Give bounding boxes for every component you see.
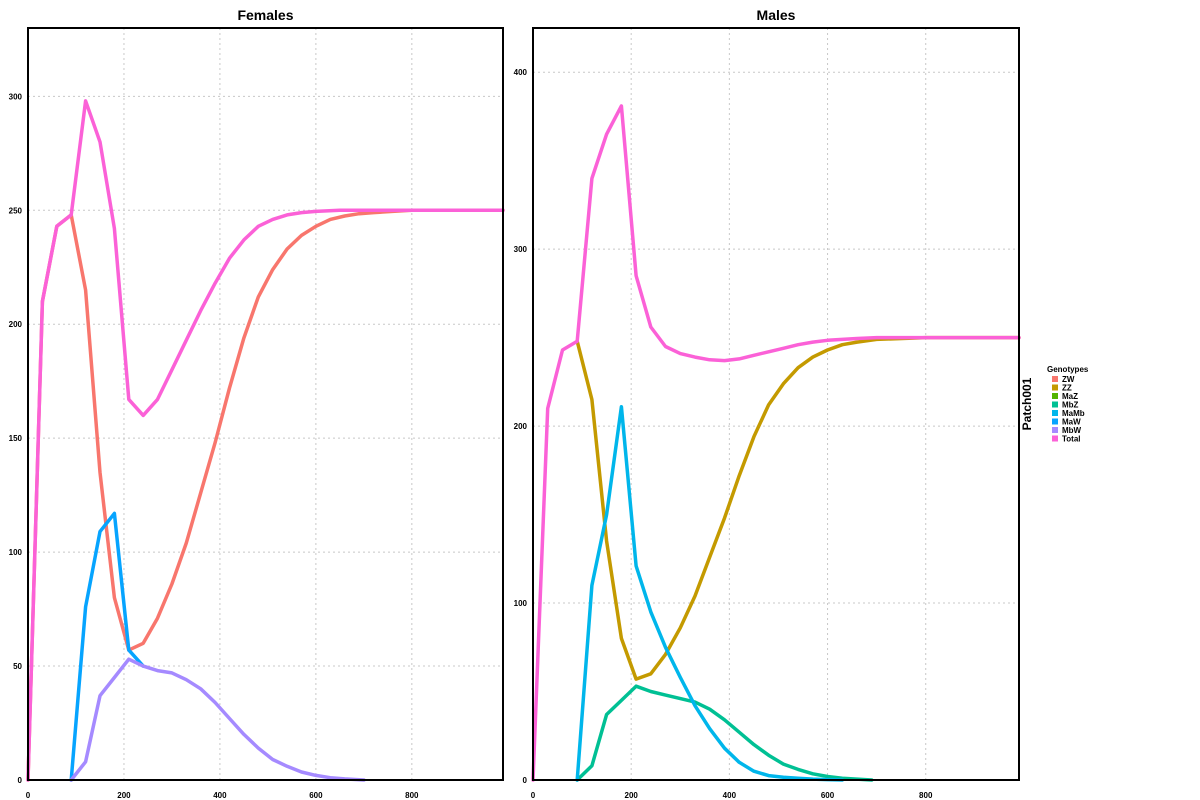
tick-labels-females: 0 200 400 600 800 0 50 100 150 200 250 300: [9, 92, 419, 800]
series-line-females-mbw: [69, 657, 366, 782]
strip-label: Patch001: [1020, 377, 1034, 430]
legend-swatch-maz: [1052, 393, 1058, 399]
x-tick-label-males: 0: [531, 791, 536, 800]
legend-label-total: Total: [1062, 435, 1081, 444]
plot-frame-males: [532, 27, 1020, 781]
y-tick-label-females: 50: [13, 662, 22, 671]
legend-swatch-total: [1052, 435, 1058, 442]
legend-label-mbz: MbZ: [1062, 401, 1079, 410]
y-tick-label-females: 0: [18, 776, 23, 785]
x-tick-label-males: 600: [821, 791, 835, 800]
y-tick-label-males: 0: [523, 776, 528, 785]
series-group-males: [531, 104, 1021, 782]
x-tick-label-females: 600: [309, 791, 323, 800]
panel-title-males: Males: [757, 7, 796, 23]
series-line-males-mamb: [575, 404, 845, 782]
series-line-females-maw: [69, 511, 145, 782]
series-line-females-total: [26, 99, 505, 782]
y-tick-label-males: 300: [514, 245, 528, 254]
y-tick-label-males: 200: [514, 422, 528, 431]
legend-swatch-zz: [1052, 384, 1058, 391]
panel-females: Females 0 200 400 600 800 0 50 100 150 200 250 300: [9, 7, 505, 800]
series-line-males-mbz: [575, 684, 874, 782]
series-line-males-zz: [575, 335, 1021, 681]
plot-frame-females: [27, 27, 504, 781]
y-tick-label-females: 200: [9, 320, 23, 329]
panel-males: Males 0 200 400 600 800 0 100 200 300 400: [514, 7, 1021, 800]
y-tick-label-males: 400: [514, 68, 528, 77]
legend-swatch-zw: [1052, 376, 1058, 382]
x-tick-label-females: 400: [213, 791, 227, 800]
legend-swatch-mbw: [1052, 427, 1058, 433]
legend-label-mbw: MbW: [1062, 426, 1082, 435]
legend-label-maw: MaW: [1062, 418, 1081, 427]
x-tick-label-females: 0: [26, 791, 31, 800]
series-line-males-total: [531, 104, 1021, 782]
y-tick-label-females: 100: [9, 548, 23, 557]
x-tick-label-males: 400: [723, 791, 737, 800]
y-tick-label-females: 150: [9, 434, 23, 443]
legend-title: Genotypes: [1047, 365, 1089, 374]
x-tick-label-females: 800: [405, 791, 419, 800]
legend-swatch-mbz: [1052, 401, 1058, 408]
legend-swatch-mamb: [1052, 410, 1058, 416]
series-group-females: [26, 99, 505, 782]
y-tick-label-females: 300: [9, 92, 23, 101]
panel-title-females: Females: [237, 7, 293, 23]
legend-label-maz: MaZ: [1062, 392, 1078, 401]
y-tick-label-males: 100: [514, 599, 528, 608]
legend-swatch-maw: [1052, 418, 1058, 425]
tick-labels-males: 0 200 400 600 800 0 100 200 300 400: [514, 68, 933, 800]
x-tick-label-females: 200: [117, 791, 131, 800]
y-tick-label-females: 250: [9, 206, 23, 215]
x-tick-label-males: 800: [919, 791, 933, 800]
x-tick-label-males: 200: [625, 791, 639, 800]
legend-label-zz: ZZ: [1062, 384, 1072, 393]
legend-label-zw: ZW: [1062, 375, 1075, 384]
legend-label-mamb: MaMb: [1062, 409, 1085, 418]
series-line-females-zw: [26, 208, 505, 782]
